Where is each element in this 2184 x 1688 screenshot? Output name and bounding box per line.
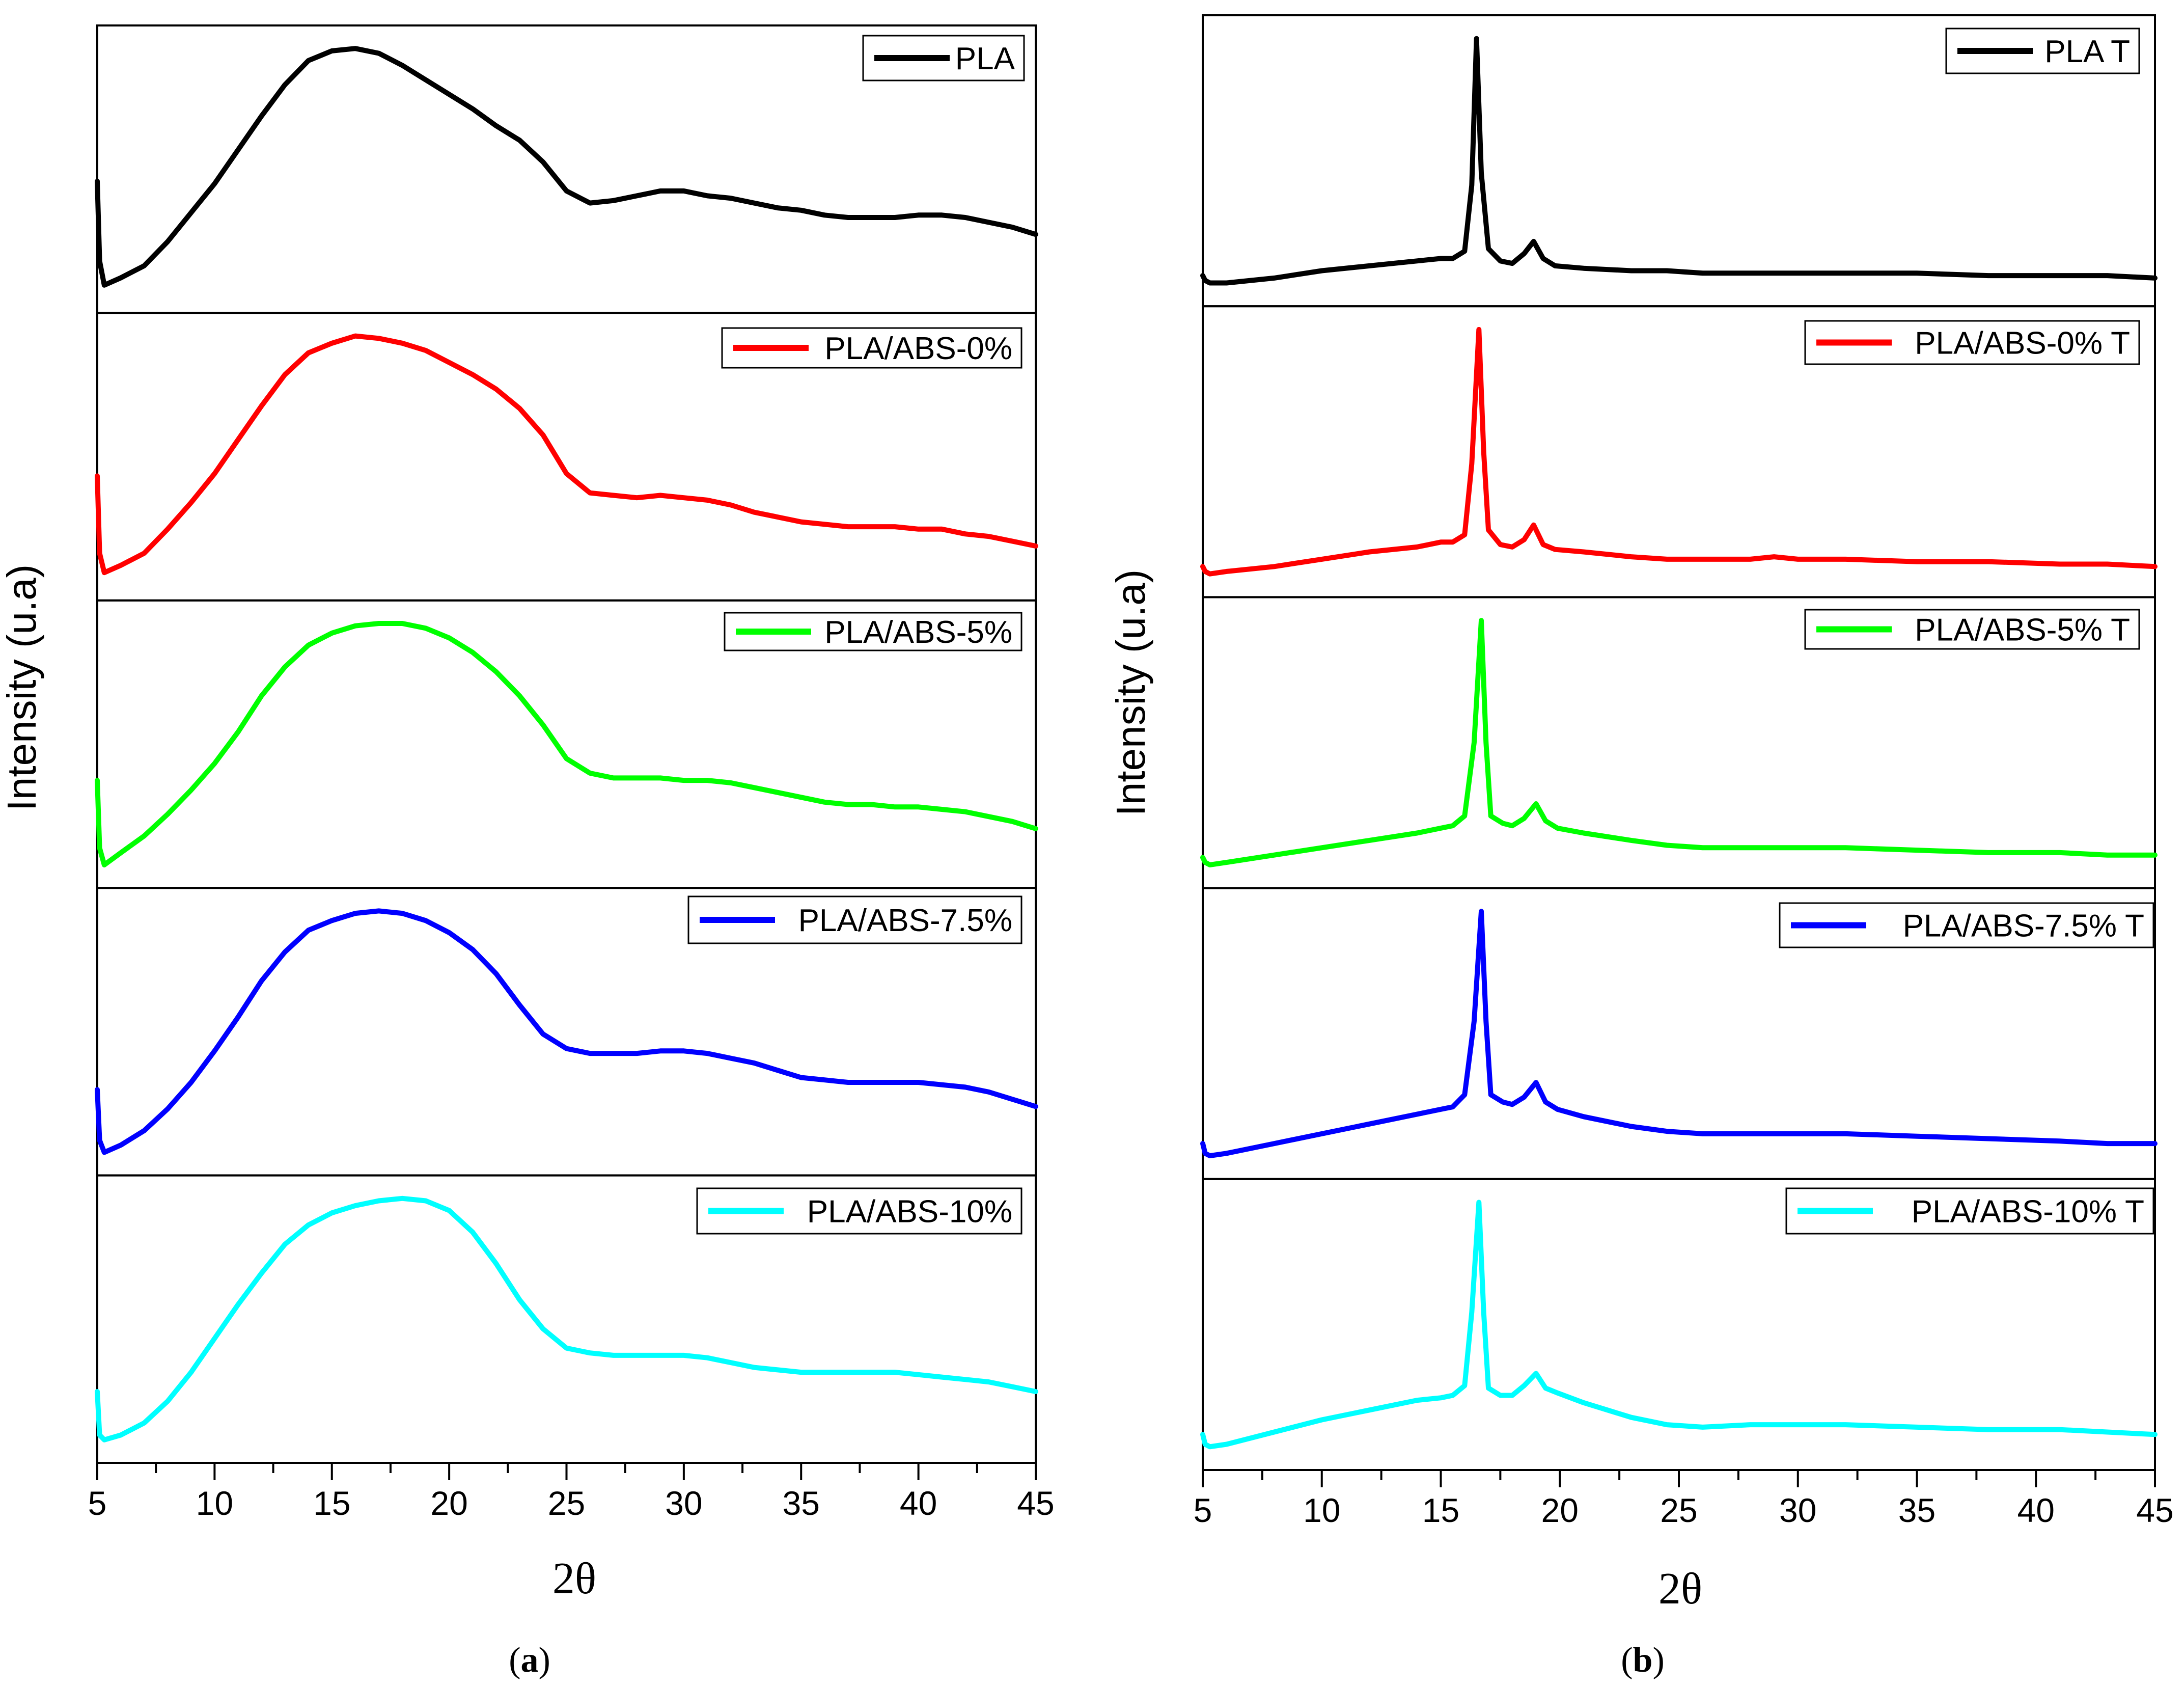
- x-tick-label: 20: [1541, 1491, 1579, 1529]
- series-line: [95, 333, 1038, 576]
- series-line: [1200, 1200, 2158, 1450]
- panel-paren: (: [1621, 1641, 1633, 1680]
- series-line: [95, 1195, 1038, 1442]
- x-tick-label: 30: [1779, 1491, 1816, 1529]
- series-line: [1200, 36, 2158, 286]
- series-line: [95, 908, 1038, 1155]
- x-tick-label: 20: [430, 1484, 467, 1522]
- x-axis-title: 2θ: [552, 1554, 596, 1603]
- x-tick-label: 25: [1660, 1491, 1697, 1529]
- x-tick-label: 40: [900, 1484, 937, 1522]
- legend-label: PLA/ABS-7.5%: [798, 903, 1012, 938]
- panel-letter: b: [1633, 1641, 1653, 1680]
- x-tick-label: 15: [1422, 1491, 1459, 1529]
- panel-label: (b): [1621, 1641, 1665, 1680]
- x-axis-title: 2θ: [1658, 1564, 1702, 1614]
- x-tick-label: 35: [783, 1484, 820, 1522]
- panel-paren: ): [1652, 1641, 1664, 1680]
- x-tick-label: 5: [1194, 1491, 1212, 1529]
- series-line: [95, 46, 1038, 288]
- legend-label: PLA/ABS-5% T: [1915, 613, 2130, 648]
- x-tick-label: 5: [88, 1484, 107, 1522]
- panel-paren: ): [539, 1641, 550, 1680]
- legend-label: PLA/ABS-10% T: [1912, 1194, 2144, 1230]
- series-line: [1200, 909, 2158, 1159]
- series-line: [1200, 618, 2158, 867]
- legend-label: PLA/ABS-10%: [807, 1194, 1012, 1230]
- legend-label: PLA T: [2044, 34, 2130, 69]
- legend-label: PLA/ABS-0%: [824, 331, 1012, 366]
- x-tick-label: 40: [2017, 1491, 2055, 1529]
- legend-label: PLA/ABS-7.5% T: [1903, 909, 2144, 944]
- legend-label: PLA/ABS-5%: [824, 615, 1012, 650]
- x-tick-label: 30: [665, 1484, 702, 1522]
- x-tick-label: 45: [2136, 1491, 2173, 1529]
- x-tick-label: 10: [1303, 1491, 1340, 1529]
- x-tick-label: 15: [313, 1484, 350, 1522]
- panel-label: (a): [509, 1641, 550, 1680]
- series-line: [1200, 326, 2158, 577]
- x-tick-label: 45: [1017, 1484, 1054, 1522]
- panel-paren: (: [509, 1641, 520, 1680]
- x-tick-label: 35: [1898, 1491, 1936, 1529]
- legend-label: PLA: [955, 41, 1015, 76]
- legend-label: PLA/ABS-0% T: [1915, 326, 2130, 361]
- y-axis-title: Intensity (u.a): [1108, 569, 1153, 816]
- x-tick-label: 10: [196, 1484, 233, 1522]
- series-line: [95, 621, 1038, 867]
- panel-letter: a: [521, 1641, 539, 1680]
- x-tick-label: 25: [548, 1484, 585, 1522]
- y-axis-title: Intensity (u.a): [0, 564, 44, 811]
